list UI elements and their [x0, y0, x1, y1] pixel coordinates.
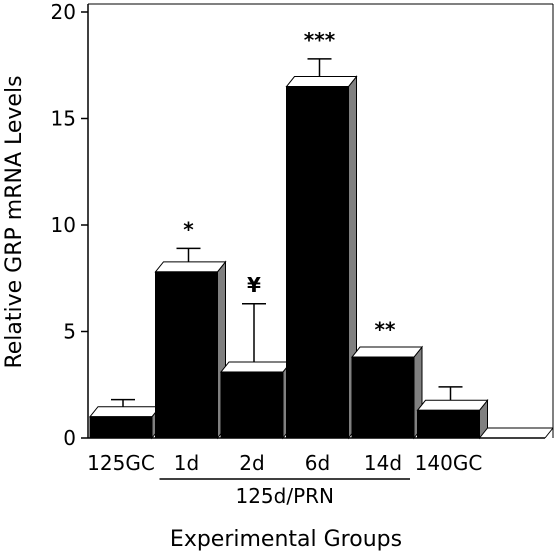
- x-tick-label: 2d: [239, 451, 264, 475]
- bar-front-face: [89, 416, 153, 439]
- y-tick-label: 15: [51, 107, 76, 131]
- bar-top-face: [219, 361, 293, 373]
- significance-label: *: [183, 217, 194, 241]
- bar-front-face: [286, 86, 349, 439]
- bar-top-face: [416, 399, 489, 411]
- bar-top-face: [154, 261, 227, 273]
- bar-14d: **: [350, 318, 424, 440]
- bar-front-face: [220, 371, 284, 439]
- bar-front-face: [155, 271, 218, 439]
- bar-125GC: [88, 398, 162, 440]
- floor-right-line: [544, 427, 554, 439]
- significance-label: **: [375, 318, 396, 342]
- x-tick-label: 125GC: [87, 451, 155, 475]
- bar-1d: *: [154, 217, 227, 440]
- x-tick-label: 1d: [174, 451, 199, 475]
- bar-top-face: [285, 76, 358, 88]
- group-label: 125d/PRN: [235, 484, 334, 508]
- bar-140GC: [416, 386, 489, 440]
- bar-6d: ***: [285, 28, 358, 440]
- bar-2d: ¥: [219, 273, 293, 440]
- bar-top-face: [350, 346, 424, 358]
- bar-front-face: [417, 409, 480, 439]
- x-tick-label: 6d: [305, 451, 330, 475]
- x-tick-label: 140GC: [415, 451, 483, 475]
- y-ticks: 0 5 10 15 20: [51, 0, 88, 450]
- y-axis-title: Relative GRP mRNA Levels: [2, 75, 27, 368]
- y-tick-label: 0: [63, 426, 76, 450]
- bars: *¥*****: [88, 28, 489, 440]
- y-tick-label: 10: [51, 213, 76, 237]
- y-tick-label: 5: [63, 320, 76, 344]
- x-tick-label: 14d: [364, 451, 402, 475]
- x-axis-title: Experimental Groups: [170, 527, 402, 552]
- significance-label: ***: [304, 28, 336, 52]
- significance-label: ¥: [247, 273, 261, 297]
- y-tick-label: 20: [51, 0, 76, 24]
- bar-top-face: [88, 406, 162, 418]
- bar-front-face: [351, 356, 415, 439]
- x-ticks: 125GC 1d 2d 6d 14d 140GC: [87, 451, 482, 475]
